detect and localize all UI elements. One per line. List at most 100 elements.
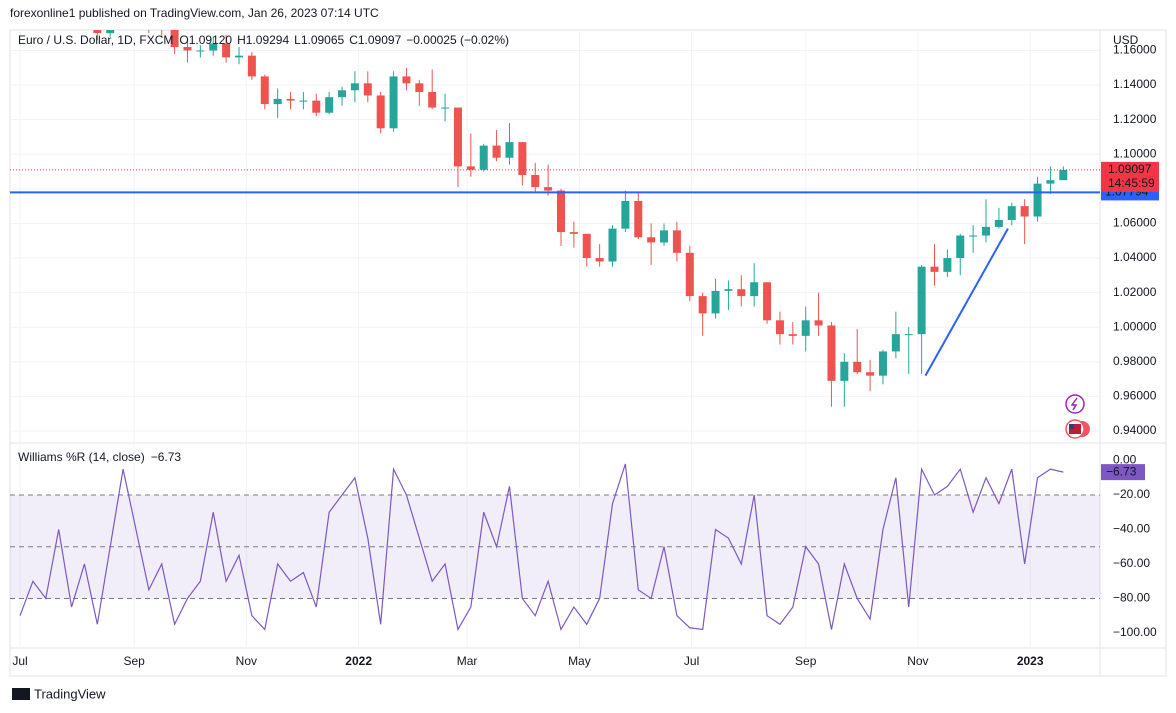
- candle-body: [363, 83, 372, 96]
- price-pane: [10, 30, 1100, 407]
- candle-body: [969, 235, 978, 237]
- candle-body: [479, 145, 488, 170]
- candle-body: [582, 233, 591, 259]
- candle-body: [441, 107, 450, 109]
- indicator-pane: [10, 463, 1100, 632]
- x-tick-label: Sep: [795, 654, 817, 668]
- candle-body: [170, 30, 179, 48]
- candle-body: [788, 334, 797, 336]
- candle-body: [389, 76, 398, 129]
- candle-body: [505, 142, 514, 158]
- candle-body: [634, 200, 643, 238]
- y-tick-label: −100.00: [1113, 625, 1157, 639]
- candle-body: [415, 83, 424, 92]
- y-tick-label: −80.00: [1113, 591, 1150, 605]
- candle-body: [376, 95, 385, 129]
- candle-body: [775, 320, 784, 335]
- y-tick-label: 1.02000: [1113, 285, 1157, 299]
- indicator-value-label: −6.73: [1106, 464, 1137, 478]
- candle-body: [106, 30, 115, 34]
- indicator-title: Williams %R (14, close): [18, 450, 145, 464]
- candle-body: [698, 296, 707, 314]
- candle-body: [518, 142, 527, 176]
- y-tick-label: 1.10000: [1113, 146, 1157, 160]
- y-tick-label: 0.98000: [1113, 354, 1157, 368]
- ohlc-value: H1.09294: [237, 33, 289, 47]
- indicator-value-box: [1101, 464, 1145, 481]
- candle-body: [312, 100, 321, 113]
- published-note: forexonline1 published on TradingView.co…: [10, 6, 379, 20]
- last-price-label: 1.09097: [1108, 162, 1152, 176]
- candle-body: [982, 226, 991, 236]
- y-tick-label: 0.00: [1113, 453, 1137, 467]
- candle-body: [466, 166, 475, 170]
- candle-body: [595, 258, 604, 262]
- x-tick-label: Sep: [123, 654, 145, 668]
- candle-body: [827, 325, 836, 381]
- y-tick-label: 1.12000: [1113, 112, 1157, 126]
- candle-body: [273, 98, 282, 105]
- candle-body: [853, 361, 862, 373]
- candle-body: [814, 320, 823, 326]
- x-tick-label: Mar: [457, 654, 478, 668]
- currency: USD: [1113, 33, 1139, 47]
- event-icon-bolt: [1070, 397, 1078, 411]
- candle-body: [1020, 206, 1029, 217]
- candle-body: [209, 43, 218, 51]
- ohlc-value: −0.00025 (−0.02%): [406, 33, 509, 47]
- candle-body: [724, 289, 733, 291]
- event-icon[interactable]: [1065, 394, 1085, 414]
- symbol: Euro / U.S. Dollar, 1D, FXCM: [18, 33, 173, 47]
- candle-body: [904, 334, 913, 336]
- y-tick-label: 0.96000: [1113, 389, 1157, 403]
- candle-body: [685, 252, 694, 297]
- candle-body: [621, 200, 630, 229]
- x-tick-label: Nov: [236, 654, 257, 668]
- x-tick-label: 2023: [1017, 654, 1044, 668]
- candle-body: [891, 334, 900, 352]
- candle-body: [647, 237, 656, 243]
- candle-body: [222, 43, 231, 58]
- x-tick-label: Nov: [907, 654, 928, 668]
- x-tick-label: 2022: [345, 654, 372, 668]
- candle-body: [402, 76, 411, 84]
- x-tick-label: May: [568, 654, 591, 668]
- flag-canton: [1069, 424, 1074, 429]
- y-tick-label: 1.06000: [1113, 216, 1157, 230]
- candle-body: [260, 76, 269, 105]
- candle-body: [556, 190, 565, 233]
- candle-body: [878, 351, 887, 376]
- candle-body: [1007, 206, 1016, 220]
- candle-body: [1033, 183, 1042, 217]
- ohlc-value: O1.09120: [179, 33, 232, 47]
- candle-body: [453, 107, 462, 167]
- y-tick-label: 1.00000: [1113, 319, 1157, 333]
- indicator-line: [19, 463, 1064, 632]
- candle-body: [750, 282, 759, 297]
- candle-body: [1059, 169, 1068, 181]
- candle-body: [737, 289, 746, 297]
- trendline: [924, 228, 1009, 377]
- candle-body: [299, 100, 308, 102]
- candle-body: [183, 47, 192, 51]
- y-tick-label: 0.94000: [1113, 423, 1157, 437]
- footer-brand: TradingView: [34, 686, 106, 701]
- x-tick-label: Jul: [684, 654, 699, 668]
- frame: [9, 29, 1167, 677]
- y-tick-label: −40.00: [1113, 522, 1150, 536]
- candle-body: [247, 55, 256, 77]
- candle-body: [428, 91, 437, 108]
- flag-stripes: [1069, 424, 1081, 434]
- candle-body: [840, 361, 849, 381]
- ohlc-value: C1.09097: [349, 33, 401, 47]
- countdown-label: 14:45:59: [1108, 176, 1155, 190]
- candle-body: [608, 228, 617, 262]
- candle-body: [93, 30, 102, 34]
- candle-body: [660, 230, 669, 243]
- candle-body: [338, 90, 347, 98]
- x-tick-label: Jul: [12, 654, 27, 668]
- candle-body: [956, 235, 965, 259]
- candle-body: [672, 230, 681, 253]
- candle-body: [1046, 180, 1055, 184]
